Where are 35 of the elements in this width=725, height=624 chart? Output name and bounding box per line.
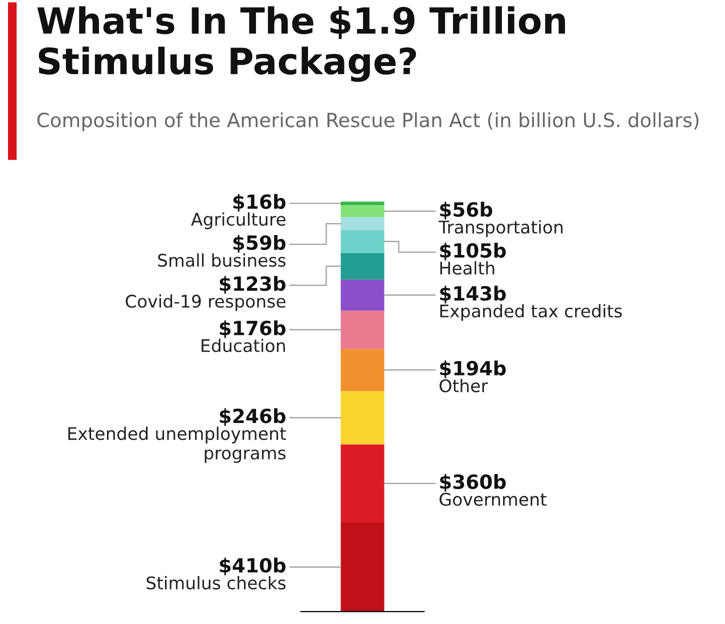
- chart-title: What's In The $1.9 Trillion Stimulus Package?: [37, 6, 566, 82]
- text: Education: [202, 338, 285, 352]
- bar: [340, 280, 384, 311]
- data-label: $176b: [220, 320, 286, 338]
- bar: [340, 348, 384, 391]
- text: Agriculture: [191, 212, 286, 230]
- bar: [340, 230, 384, 253]
- bar: [340, 252, 384, 280]
- chart-subtitle: Composition of the American Rescue Plan Act (in billion U.S. dollars): [37, 112, 698, 132]
- data-label: $360b: [440, 474, 506, 492]
- data-label: $410b: [220, 558, 286, 576]
- bar: [340, 522, 384, 612]
- text: Extended unemployment programs: [68, 426, 286, 463]
- text: Stimulus checks: [146, 576, 286, 590]
- data-label: $143b: [440, 286, 506, 304]
- data-label: $105b: [440, 242, 506, 260]
- text: Government: [440, 492, 546, 506]
- bar: [340, 310, 384, 349]
- text: Expanded tax credits: [440, 304, 622, 321]
- text: Covid-19 response: [126, 294, 286, 312]
- bar: [340, 202, 384, 206]
- data-label: $246b: [220, 408, 286, 426]
- text: Transportation: [438, 220, 562, 238]
- bar: [340, 205, 384, 218]
- text: Small business: [158, 253, 286, 267]
- data-label: $194b: [440, 360, 506, 378]
- bar: [340, 390, 384, 444]
- data-label: $16b: [233, 194, 286, 212]
- bar: [340, 217, 384, 230]
- data-label: $59b: [233, 234, 286, 253]
- text: Other: [440, 378, 488, 392]
- text: Health: [440, 261, 494, 275]
- data-label: $56b: [440, 202, 492, 220]
- bar: [340, 444, 384, 523]
- data-label: $123b: [220, 276, 286, 294]
